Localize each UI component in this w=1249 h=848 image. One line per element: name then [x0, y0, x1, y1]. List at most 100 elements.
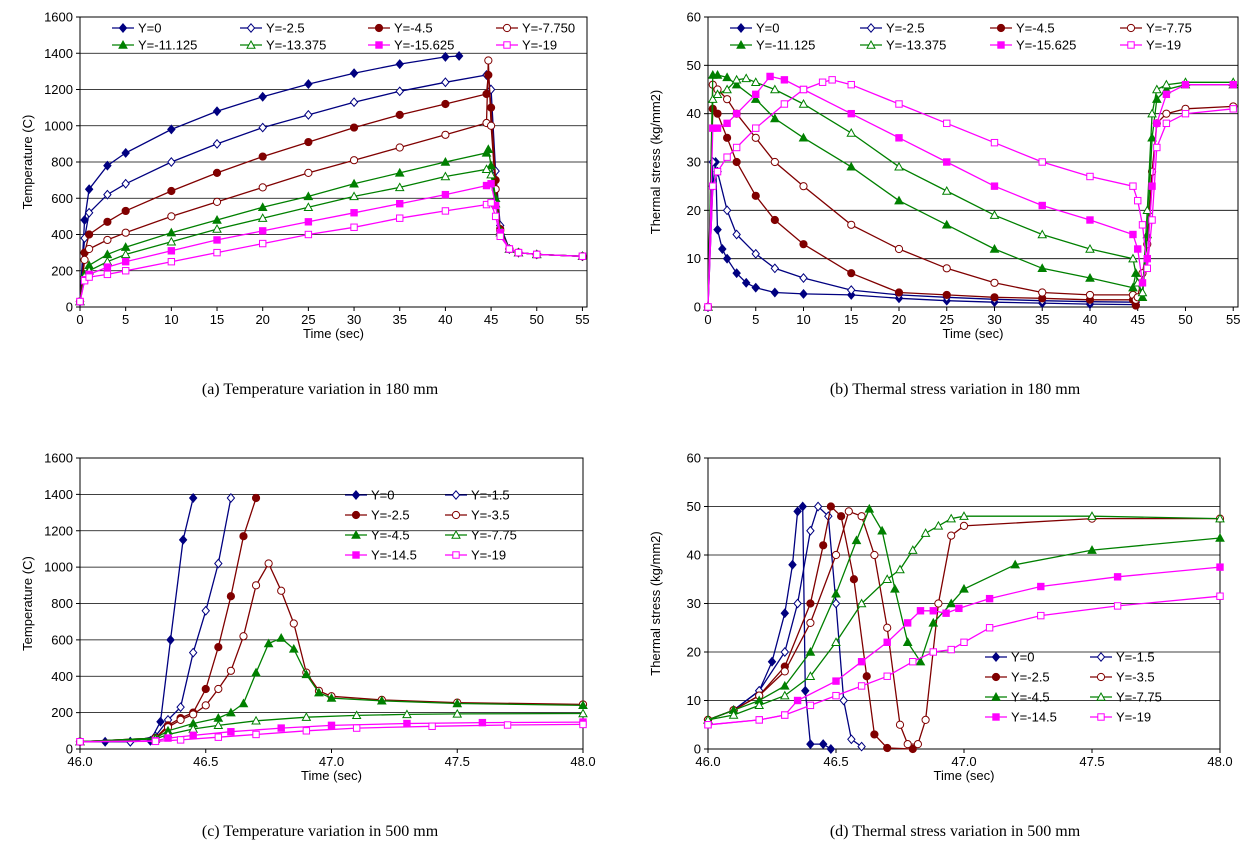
x-tick-label: 25: [940, 312, 954, 327]
legend-label: Y=0: [756, 21, 780, 36]
data-point: [289, 619, 298, 628]
y-tick-label: 40: [687, 548, 701, 563]
x-tick-label: 15: [210, 312, 224, 327]
data-point: [894, 288, 904, 297]
data-point: [166, 634, 175, 645]
series-Y=-13.375: [75, 164, 588, 306]
data-point: [847, 269, 856, 278]
data-point: [844, 507, 853, 516]
data-point: [708, 157, 718, 167]
legend-label: Y=0: [138, 21, 162, 36]
data-point: [212, 224, 222, 233]
y-tick-label: 200: [51, 263, 73, 278]
data-point: [441, 99, 450, 109]
data-point: [351, 710, 362, 720]
data-point: [933, 520, 944, 530]
data-point: [302, 727, 311, 735]
data-point: [704, 721, 712, 729]
legend-marker: [503, 41, 511, 49]
legend-label: Y=-15.625: [1016, 38, 1076, 53]
series-line: [707, 161, 1136, 308]
data-point: [103, 270, 112, 279]
data-point: [327, 721, 336, 730]
data-point: [214, 643, 223, 652]
x-tick-label: 40: [438, 312, 452, 327]
x-tick-label: 35: [392, 312, 406, 327]
data-point: [781, 711, 789, 719]
data-point: [928, 617, 939, 627]
y-tick-label: 1400: [44, 46, 73, 61]
data-point: [214, 684, 223, 694]
data-point: [793, 598, 802, 609]
legend-marker: [452, 551, 460, 559]
data-point: [1148, 216, 1156, 224]
x-tick-label: 46.0: [67, 754, 92, 769]
series-line: [707, 515, 1221, 721]
data-point: [752, 124, 760, 132]
data-point: [1113, 602, 1122, 610]
data-point: [304, 218, 313, 226]
data-point: [732, 143, 741, 152]
legend: Y=0 Y=-2.5 Y=-4.5 Y=-7.750 Y=-11.125 Y=-13.37…: [112, 21, 575, 53]
data-point: [188, 647, 198, 658]
data-point: [1181, 109, 1190, 118]
data-point: [722, 84, 732, 94]
data-point: [349, 191, 359, 201]
data-point: [394, 167, 405, 177]
data-point: [201, 684, 210, 694]
legend-label: Y=-7.75: [1146, 21, 1192, 36]
legend-label: Y=-1.5: [1116, 650, 1155, 665]
data-point: [780, 667, 789, 676]
data-point: [402, 709, 412, 719]
legend-label: Y=-14.5: [1011, 710, 1057, 725]
data-point: [533, 250, 541, 259]
data-point: [1151, 84, 1162, 94]
data-point: [990, 182, 999, 190]
data-point: [1147, 108, 1157, 118]
data-point: [805, 646, 816, 656]
data-point: [486, 103, 496, 112]
data-point: [713, 109, 722, 118]
data-point: [862, 672, 871, 681]
data-point: [780, 76, 789, 84]
data-point: [828, 76, 836, 84]
legend-label: Y=-1.5: [471, 488, 510, 503]
legend: Y=0 Y=-1.5 Y=-2.5 Y=-3.5 Y=-4.5 Y=-7.75 Y=-14.…: [985, 650, 1162, 725]
data-point: [713, 167, 722, 176]
data-point: [770, 287, 780, 298]
data-point: [264, 559, 273, 568]
data-point: [304, 168, 313, 177]
data-point: [849, 575, 859, 584]
data-point: [258, 122, 267, 133]
y-tick-label: 800: [51, 596, 73, 611]
data-point: [441, 190, 450, 199]
data-point: [942, 264, 951, 273]
data-point: [277, 586, 286, 595]
data-point: [213, 720, 224, 730]
legend-label: Y=-2.5: [886, 21, 925, 36]
x-tick-label: 50: [530, 312, 544, 327]
data-point: [103, 189, 112, 200]
data-point: [176, 736, 185, 744]
data-point: [103, 217, 112, 226]
series-line: [79, 723, 584, 743]
data-point: [257, 213, 268, 222]
chart-a: 0 200 400 600 800 1000 1200 1400 1600 0 5 10 15 20 25 3…: [20, 10, 590, 399]
x-tick-label: 20: [892, 312, 906, 327]
data-point: [441, 51, 450, 62]
x-tick-label: 20: [255, 312, 269, 327]
data-point: [907, 545, 918, 554]
x-tick-label: 46.0: [695, 754, 720, 769]
legend-marker: [1097, 713, 1105, 721]
x-tick-label: 55: [575, 312, 589, 327]
data-point: [440, 171, 451, 181]
data-point: [166, 227, 177, 237]
data-point: [258, 152, 267, 161]
data-point: [166, 236, 177, 246]
x-axis-title: Time (sec): [934, 768, 995, 783]
data-point: [1085, 272, 1095, 282]
series-line: [707, 505, 862, 748]
data-point: [1137, 292, 1148, 302]
x-tick-label: 50: [1178, 312, 1192, 327]
legend-marker: [352, 551, 360, 559]
